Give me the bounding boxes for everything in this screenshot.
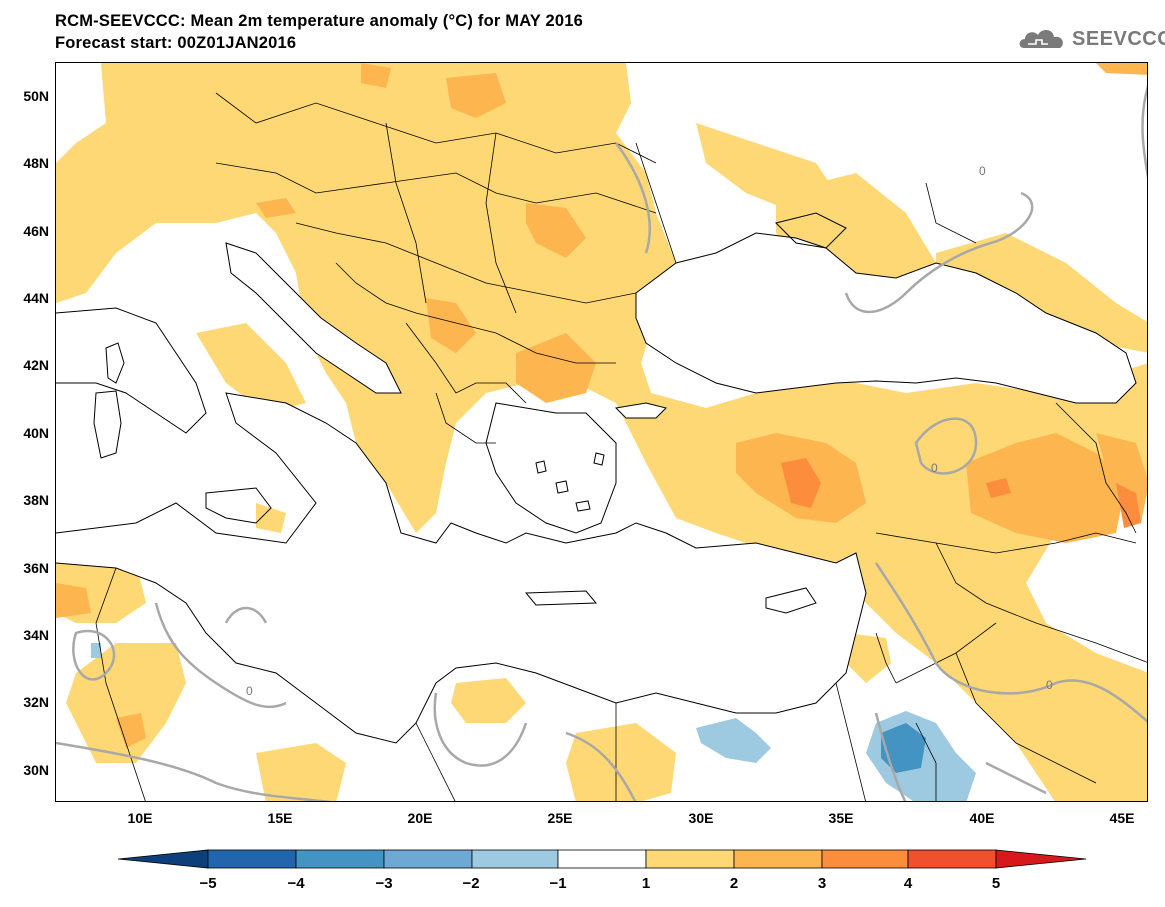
colorbar-swatch	[733, 849, 823, 869]
lat-label-50n: 50N	[23, 88, 49, 104]
lat-label-30n: 30N	[23, 762, 49, 778]
colorbar-label: 5	[991, 875, 1001, 892]
contour-labels: 0 0 0 0	[246, 164, 1053, 698]
lon-label-40e: 40E	[969, 810, 995, 826]
colorbar-label: −5	[199, 875, 217, 892]
map-panel: 0 0 0 0	[55, 62, 1148, 802]
logo-text: SEEVCCC	[1072, 28, 1165, 50]
colorbar-label: −2	[462, 875, 480, 892]
lon-label-20e: 20E	[407, 810, 433, 826]
colorbar-label: 1	[641, 875, 651, 892]
colorbar-label: 4	[903, 875, 913, 892]
contour-label: 0	[979, 164, 986, 178]
colorbar-swatch	[995, 849, 1087, 869]
colorbar-label: −4	[287, 875, 305, 892]
lat-label-36n: 36N	[23, 560, 49, 576]
colorbar-swatch	[471, 849, 559, 869]
coastlines	[56, 212, 1137, 744]
lon-label-35e: 35E	[828, 810, 854, 826]
anomaly-3-4-fill	[781, 458, 1141, 528]
colorbar-label: 2	[729, 875, 739, 892]
colorbar-swatch	[383, 849, 473, 869]
lat-label-42n: 42N	[23, 357, 49, 373]
colorbar-label: 3	[817, 875, 827, 892]
colorbar-swatch	[207, 849, 297, 869]
lat-label-38n: 38N	[23, 492, 49, 508]
contour-label: 0	[931, 461, 938, 475]
contour-label: 0	[1046, 678, 1053, 692]
colorbar-swatch	[295, 849, 385, 869]
lon-label-45e: 45E	[1109, 810, 1135, 826]
colorbar-label: −3	[375, 875, 393, 892]
colorbar-swatch	[557, 849, 647, 869]
lon-label-25e: 25E	[547, 810, 573, 826]
lat-label-40n: 40N	[23, 425, 49, 441]
lat-label-32n: 32N	[23, 694, 49, 710]
colorbar-swatch	[118, 849, 209, 869]
lon-label-30e: 30E	[688, 810, 714, 826]
colorbar	[118, 849, 1087, 869]
lon-label-10e: 10E	[127, 810, 153, 826]
lon-label-15e: 15E	[267, 810, 293, 826]
lat-label-46n: 46N	[23, 223, 49, 239]
seevccc-logo: SEEVCCC	[1016, 22, 1165, 54]
lat-label-34n: 34N	[23, 627, 49, 643]
country-borders	[95, 92, 1147, 801]
sea-mask	[56, 233, 1136, 743]
colorbar-swatch	[907, 849, 997, 869]
map-subtitle: Forecast start: 00Z01JAN2016	[55, 34, 297, 52]
anomaly-negative-fill	[91, 643, 976, 801]
zero-contours	[56, 85, 1147, 801]
contour-label: 0	[246, 684, 253, 698]
map-title: RCM-SEEVCCC: Mean 2m temperature anomaly…	[55, 12, 583, 30]
colorbar-swatch	[645, 849, 735, 869]
cloud-icon	[1019, 29, 1063, 48]
anomaly-map: 0 0 0 0	[56, 63, 1147, 801]
lat-label-48n: 48N	[23, 155, 49, 171]
colorbar-swatch	[821, 849, 909, 869]
colorbar-label: −1	[549, 875, 567, 892]
lat-label-44n: 44N	[23, 290, 49, 306]
